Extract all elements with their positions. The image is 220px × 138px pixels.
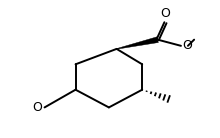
Polygon shape	[117, 37, 158, 49]
Text: O: O	[32, 101, 42, 114]
Text: O: O	[183, 39, 192, 52]
Text: O: O	[161, 7, 170, 20]
